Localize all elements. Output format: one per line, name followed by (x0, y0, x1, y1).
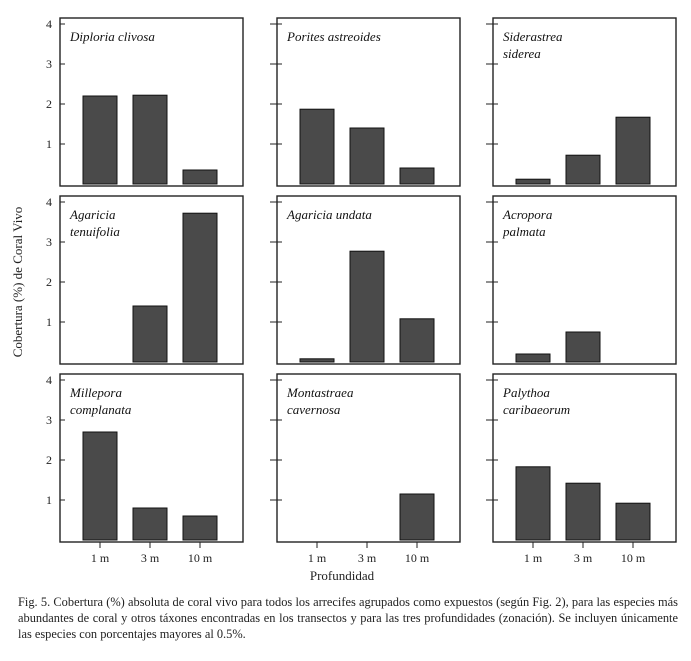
species-label: Montastraea (286, 385, 354, 400)
species-label: Diploria clivosa (69, 29, 155, 44)
panel-frame (276, 195, 461, 365)
x-tick-label: 1 m (91, 551, 110, 565)
y-tick-label: 3 (46, 413, 52, 427)
panel-frame (276, 17, 461, 187)
bar-10m (182, 169, 218, 185)
bar-1m (82, 95, 118, 185)
bar-10m (399, 167, 435, 185)
bar-3m (132, 94, 168, 185)
bar-1m (515, 353, 551, 363)
x-tick-label: 3 m (574, 551, 593, 565)
bar-1m (82, 431, 118, 541)
bar-1m (299, 358, 335, 363)
y-tick-label: 4 (46, 195, 52, 209)
x-tick-label: 3 m (358, 551, 377, 565)
panel-frame (59, 17, 244, 187)
x-tick-label: 1 m (524, 551, 543, 565)
panel-frame (59, 195, 244, 365)
x-tick-label: 10 m (188, 551, 213, 565)
bar-3m (565, 154, 601, 185)
panel-frame (276, 373, 461, 543)
x-tick-label: 1 m (308, 551, 327, 565)
y-tick-label: 1 (46, 315, 52, 329)
x-axis-label: Profundidad (310, 568, 375, 583)
y-tick-label: 3 (46, 235, 52, 249)
species-label: siderea (503, 46, 541, 61)
panel-siderastrea-siderea: Siderastrea siderea (486, 17, 677, 187)
panel-acropora-palmata: Acropora palmata (486, 195, 677, 365)
bar-10m (399, 318, 435, 363)
panels-grid: 4 3 2 1 Diploria clivosa Porites astreoides Si… (46, 17, 677, 565)
bar-10m (615, 502, 651, 541)
x-tick-label: 10 m (405, 551, 430, 565)
species-label: Porites astreoides (286, 29, 381, 44)
x-tick-label: 3 m (141, 551, 160, 565)
bar-10m (182, 212, 218, 363)
panel-montastraea-cavernosa: Montastraea cavernosa 1 m 3 m 10 m (270, 373, 461, 565)
panel-porites-astreoides: Porites astreoides (270, 17, 461, 187)
species-label: palmata (502, 224, 546, 239)
species-label: Millepora (69, 385, 122, 400)
bar-3m (565, 331, 601, 363)
y-axis-label: Cobertura (%) de Coral Vivo (10, 207, 25, 358)
x-tick-label: 10 m (621, 551, 646, 565)
bar-3m (132, 507, 168, 541)
species-label: cavernosa (287, 402, 341, 417)
panel-agaricia-tenuifolia: 4 3 2 1 Agaricia tenuifolia (46, 195, 244, 365)
bar-3m (349, 250, 385, 363)
bar-1m (515, 178, 551, 185)
figure-5-small-multiples: Cobertura (%) de Coral Vivo Profundidad … (10, 17, 677, 583)
species-label: complanata (70, 402, 132, 417)
y-tick-label: 2 (46, 453, 52, 467)
panel-frame (492, 195, 677, 365)
bar-1m (299, 108, 335, 185)
bar-10m (615, 116, 651, 185)
bar-10m (182, 515, 218, 541)
bar-1m (515, 466, 551, 541)
y-tick-label: 2 (46, 97, 52, 111)
species-label: tenuifolia (70, 224, 120, 239)
figure-caption: Fig. 5. Cobertura (%) absoluta de coral … (18, 595, 678, 641)
y-tick-label: 1 (46, 137, 52, 151)
bar-10m (399, 493, 435, 541)
y-tick-label: 4 (46, 373, 52, 387)
panel-agaricia-undata: Agaricia undata (270, 195, 461, 365)
panel-diploria-clivosa: 4 3 2 1 Diploria clivosa (46, 17, 244, 187)
species-label: Palythoa (502, 385, 550, 400)
panel-palythoa-caribaeorum: Palythoa caribaeorum 1 m 3 m 10 m (486, 373, 677, 565)
bar-3m (349, 127, 385, 185)
panel-millepora-complanata: 4 3 2 1 Millepora complanata 1 m 3 m 10 m (46, 373, 244, 565)
panel-frame (492, 17, 677, 187)
y-tick-label: 2 (46, 275, 52, 289)
panel-frame (59, 373, 244, 543)
panel-frame (492, 373, 677, 543)
species-label: caribaeorum (503, 402, 570, 417)
bar-3m (565, 482, 601, 541)
species-label: Acropora (502, 207, 553, 222)
species-label: Siderastrea (503, 29, 563, 44)
species-label: Agaricia undata (286, 207, 372, 222)
y-tick-label: 1 (46, 493, 52, 507)
y-tick-label: 4 (46, 17, 52, 31)
y-tick-label: 3 (46, 57, 52, 71)
species-label: Agaricia (69, 207, 116, 222)
bar-3m (132, 305, 168, 363)
